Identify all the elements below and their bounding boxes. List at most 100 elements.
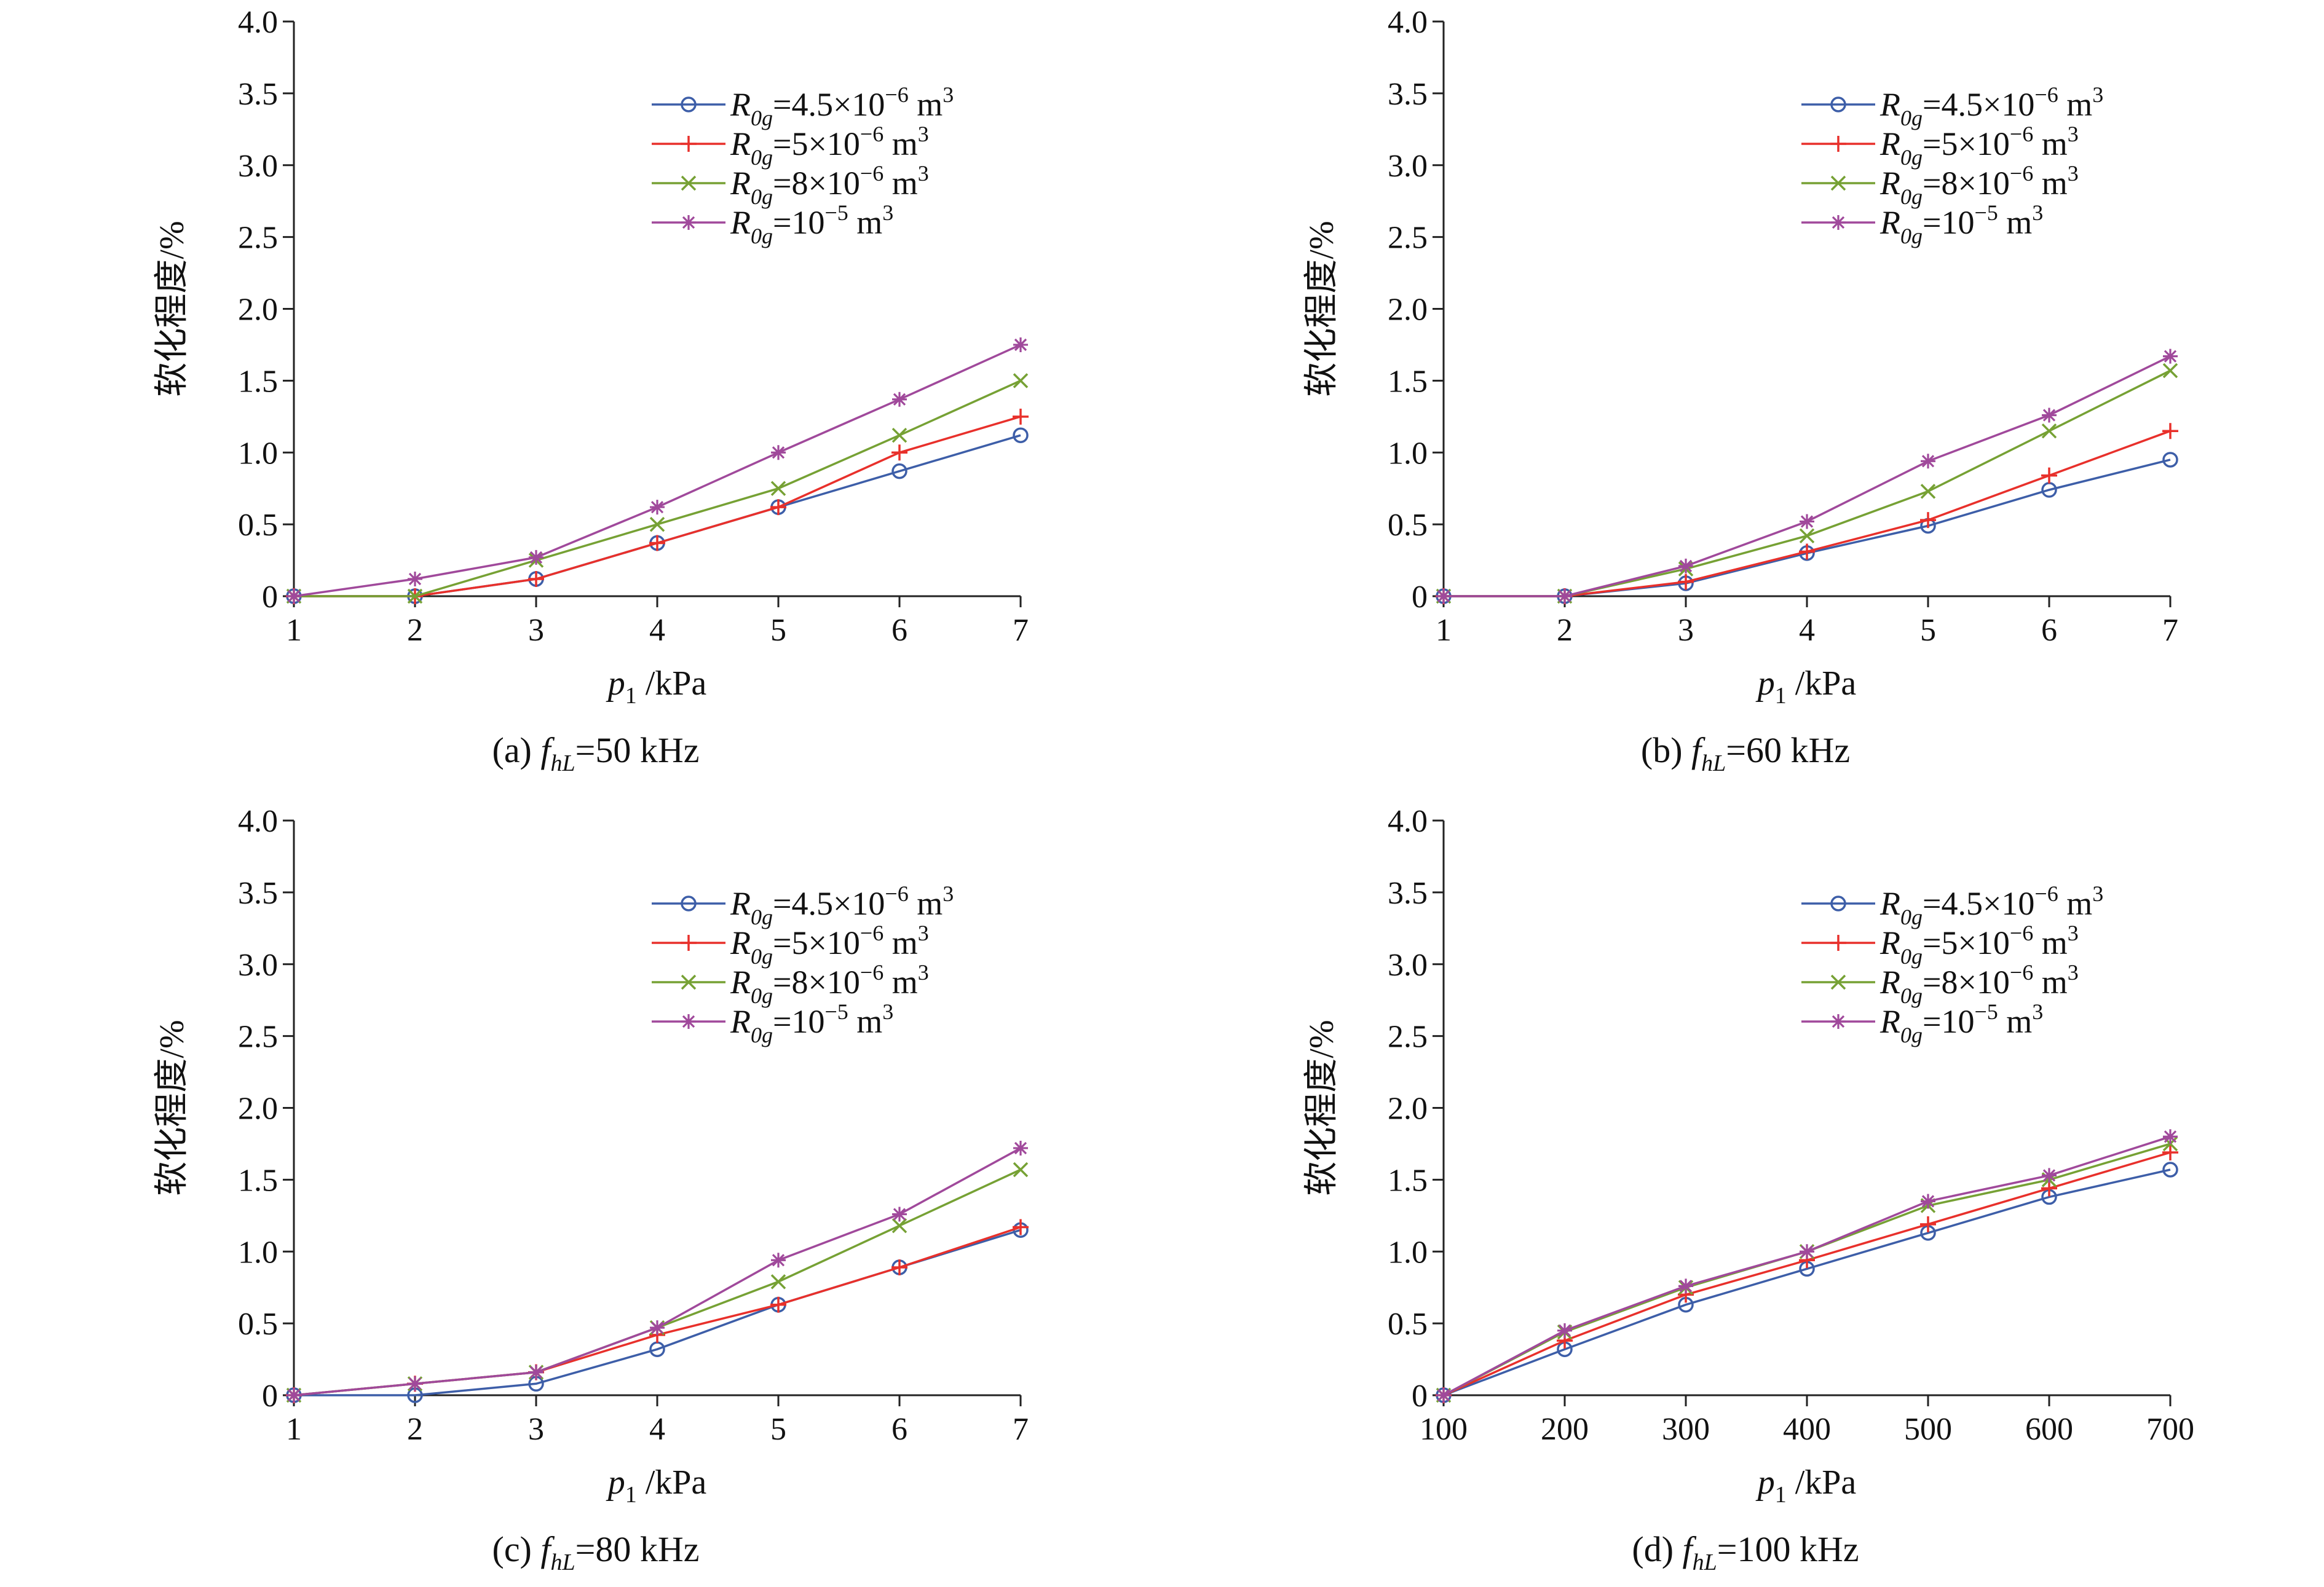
series-1	[286, 1222, 1029, 1403]
data-point	[2162, 1162, 2178, 1178]
axes: 0 0.5 1.0 1.5 2.0 2.5 3.0 3.5 4.0 1 2 3 4 5 6 7	[1388, 5, 2178, 648]
series-1	[1436, 1162, 2178, 1403]
data-point	[1799, 543, 1815, 560]
legend-label: R0g=5×10−6 m3	[1879, 122, 2079, 170]
x-tick-label: 4	[649, 613, 665, 648]
legend-label: R0g=8×10−6 m3	[1879, 161, 2079, 209]
legend-item: R0g=8×10−6 m3	[652, 161, 929, 209]
y-tick-label: 0.5	[1388, 1307, 1428, 1342]
x-tick-label: 5	[1920, 613, 1936, 648]
data-point	[1921, 1194, 1935, 1209]
x-tick-label: 1	[1436, 613, 1452, 648]
series-line	[294, 434, 1021, 597]
data-point	[529, 1365, 543, 1380]
data-point	[2162, 452, 2178, 468]
x-tick-label: 100	[1420, 1412, 1468, 1447]
data-point	[1013, 1162, 1029, 1178]
legend-item: R0g=5×10−6 m3	[1801, 921, 2079, 969]
legend-label: R0g=10−5 m3	[1879, 999, 2043, 1047]
data-point	[891, 1259, 907, 1275]
data-point	[2162, 423, 2178, 439]
y-axis-title: 软化程度/%	[1303, 1020, 1341, 1195]
data-point	[2042, 408, 2057, 423]
data-point	[2163, 349, 2178, 364]
legend-item: R0g=8×10−6 m3	[1801, 161, 2079, 209]
data-point	[1013, 1140, 1028, 1156]
data-point	[1013, 408, 1029, 425]
panel-caption: (a) fhL=50 kHz	[492, 730, 700, 776]
data-point	[770, 499, 786, 516]
y-tick-label: 3.0	[1388, 948, 1428, 983]
data-point	[408, 1376, 422, 1392]
y-tick-label: 3.5	[238, 876, 278, 911]
data-point	[770, 1274, 786, 1290]
legend-label: R0g=8×10−6 m3	[1879, 960, 2079, 1008]
legend-label: R0g=10−5 m3	[1879, 200, 2043, 248]
chart-panel-a: 0 0.5 1.0 1.5 2.0 2.5 3.0 3.5 4.0 1 2 3 4 5 6 7 软化程度/% p1…	[0, 0, 1162, 788]
series-line	[293, 344, 1021, 597]
y-tick-label: 2.0	[238, 1092, 278, 1127]
data-point	[650, 500, 665, 515]
x-tick-label: 3	[528, 613, 544, 648]
legend-marker	[1830, 935, 1846, 951]
legend-marker	[681, 974, 697, 990]
data-point	[1678, 573, 1694, 590]
data-point	[1013, 373, 1029, 388]
data-point	[1557, 589, 1572, 604]
data-point	[2041, 467, 2057, 484]
chart-panel-d: 0 0.5 1.0 1.5 2.0 2.5 3.0 3.5 4.0 100 200 300 400 500…	[1150, 799, 2312, 1587]
y-tick-label: 0	[1412, 580, 1428, 615]
y-tick-label: 3.5	[1388, 876, 1428, 911]
data-point	[1678, 1278, 1693, 1294]
y-axis-title: 软化程度/%	[153, 221, 191, 396]
data-point	[1800, 514, 1814, 529]
series-4	[1436, 349, 2178, 604]
x-tick-label: 3	[1678, 613, 1694, 648]
y-tick-label: 1.0	[238, 436, 278, 471]
x-tick-label: 6	[891, 613, 907, 648]
data-point	[1800, 1244, 1814, 1259]
y-tick-label: 1.5	[1388, 364, 1428, 399]
legend-item: R0g=5×10−6 m3	[1801, 122, 2079, 170]
x-axis-title: p1 /kPa	[606, 664, 707, 709]
x-tick-label: 200	[1541, 1412, 1589, 1447]
data-point	[771, 1253, 786, 1268]
y-tick-label: 3.0	[238, 149, 278, 184]
legend-item: R0g=4.5×10−6 m3	[652, 82, 954, 130]
legend-label: R0g=4.5×10−6 m3	[730, 881, 954, 929]
x-tick-label: 6	[2041, 613, 2057, 648]
data-point	[892, 1207, 907, 1222]
y-tick-label: 2.5	[238, 221, 278, 256]
data-point	[1013, 1219, 1029, 1235]
legend-label: R0g=5×10−6 m3	[1879, 921, 2079, 969]
data-point	[2163, 1129, 2178, 1144]
axes: 0 0.5 1.0 1.5 2.0 2.5 3.0 3.5 4.0 1 2 3 4 5 6 7	[238, 5, 1029, 648]
legend-marker	[681, 935, 697, 951]
legend-label: R0g=5×10−6 m3	[730, 122, 929, 170]
y-tick-label: 0.5	[238, 508, 278, 543]
chart-a-svg: 0 0.5 1.0 1.5 2.0 2.5 3.0 3.5 4.0 1 2 3 4 5 6 7 软化程度/% p1…	[153, 5, 1029, 776]
legend-marker	[1831, 215, 1846, 230]
data-point	[649, 535, 665, 551]
y-tick-label: 3.0	[238, 948, 278, 983]
data-point	[408, 571, 422, 586]
y-tick-label: 0.5	[1388, 508, 1428, 543]
series-line	[1444, 369, 2171, 597]
legend-item: R0g=10−5 m3	[1801, 999, 2043, 1047]
x-tick-label: 5	[770, 1412, 786, 1447]
x-tick-label: 2	[407, 613, 423, 648]
panel-caption: (b) fhL=60 kHz	[1641, 730, 1850, 776]
y-tick-label: 0	[262, 1379, 278, 1414]
data-point	[891, 1218, 907, 1234]
panel-caption: (d) fhL=100 kHz	[1632, 1529, 1859, 1575]
data-point	[650, 1320, 665, 1336]
legend-item: R0g=8×10−6 m3	[652, 960, 929, 1008]
data-point	[1920, 512, 1936, 529]
legend-marker	[681, 136, 697, 152]
axes: 0 0.5 1.0 1.5 2.0 2.5 3.0 3.5 4.0 100 200 300 400 500…	[1388, 804, 2194, 1447]
legend-marker	[1831, 1014, 1846, 1029]
legend-item: R0g=4.5×10−6 m3	[1801, 881, 2103, 929]
series-line	[293, 1147, 1021, 1396]
